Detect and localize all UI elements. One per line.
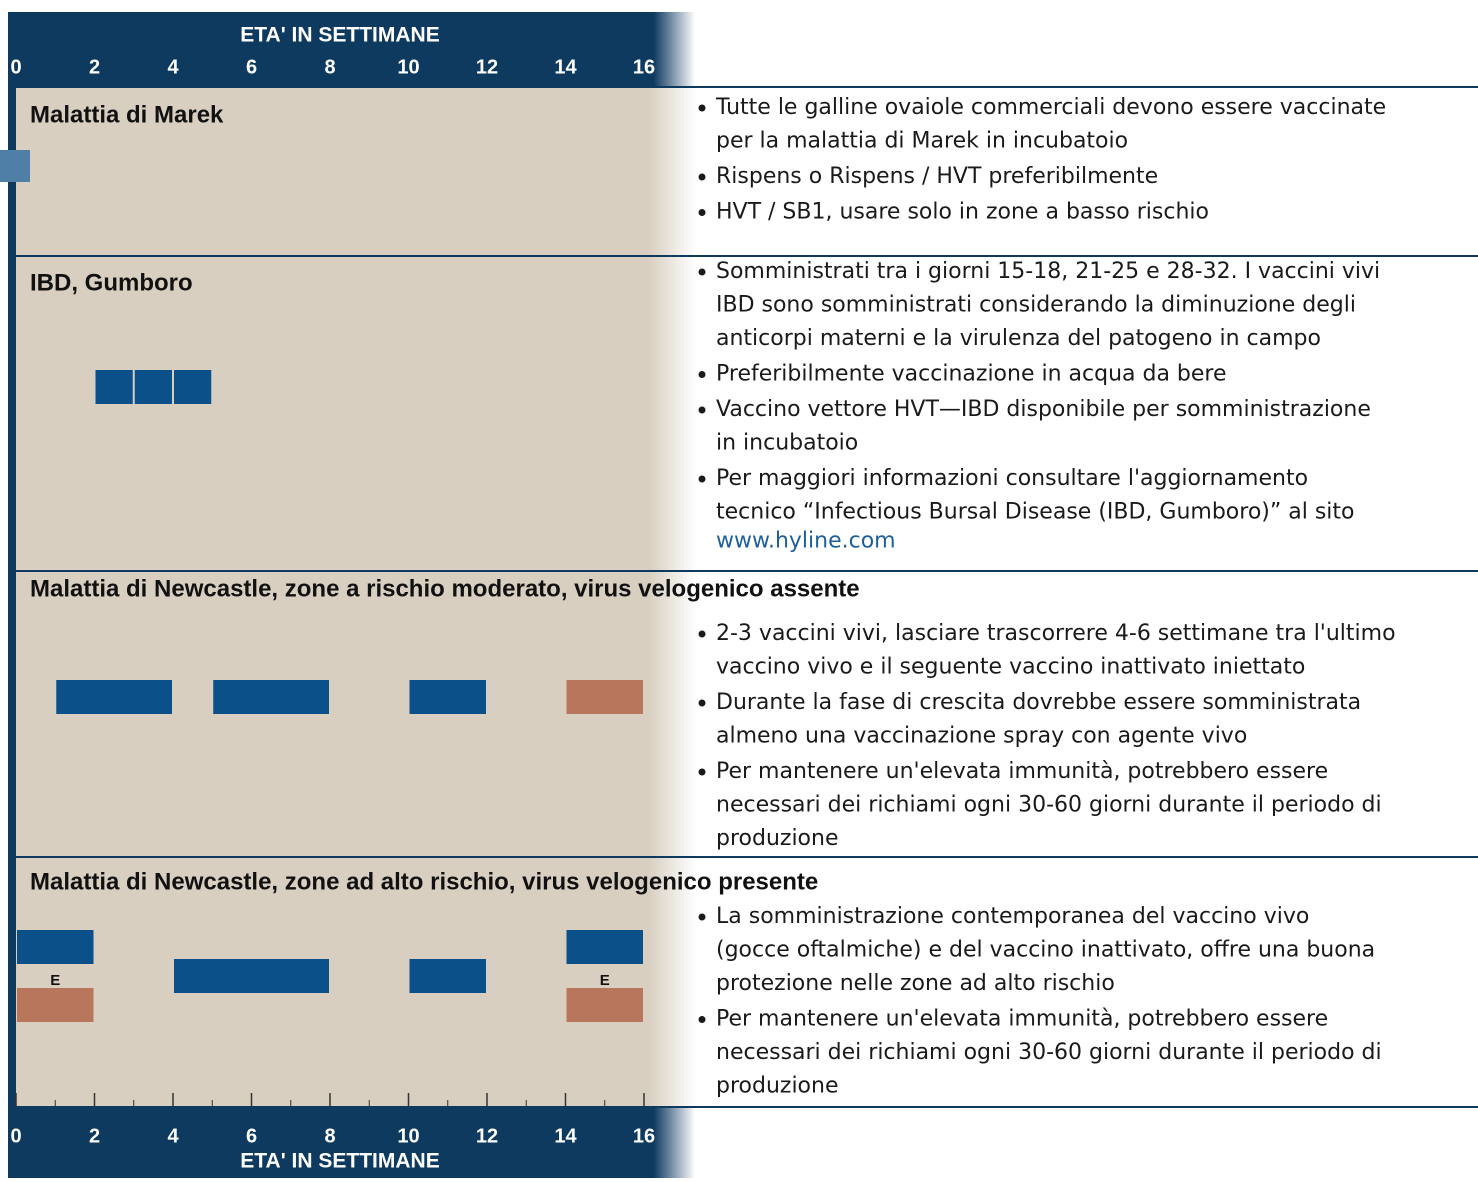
vaccine-bar <box>56 680 172 714</box>
x-tick-label: 4 <box>167 56 179 78</box>
bullet-text: Tutte le galline ovaiole commerciali dev… <box>715 95 1386 120</box>
row-title: IBD, Gumboro <box>30 269 193 296</box>
vaccine-bar <box>213 680 329 714</box>
bullet-text: Per mantenere un'elevata immunità, potre… <box>716 1007 1328 1032</box>
bullet-dot <box>698 104 706 112</box>
vaccine-bar <box>95 370 133 404</box>
x-axis-title: ETA' IN SETTIMANE <box>240 1150 439 1173</box>
bullet-text: vaccino vivo e il seguente vaccino inatt… <box>716 655 1305 680</box>
x-tick-label: 10 <box>397 1125 419 1147</box>
x-axis-title: ETA' IN SETTIMANE <box>240 24 439 47</box>
vaccine-bar <box>566 988 643 1022</box>
bullet-text: 2-3 vaccini vivi, lasciare trascorrere 4… <box>716 621 1396 646</box>
bullet-dot <box>698 630 706 638</box>
bullet-text: in incubatoio <box>716 431 858 456</box>
row-title: Malattia di Marek <box>30 101 224 128</box>
vaccine-bar <box>409 959 486 993</box>
bullet-text: per la malattia di Marek in incubatoio <box>716 129 1128 154</box>
bullet-text: Somministrati tra i giorni 15-18, 21-25 … <box>716 259 1380 284</box>
x-tick-label: 6 <box>246 56 257 78</box>
x-tick-label: 4 <box>167 1125 179 1147</box>
bullet-text: necessari dei richiami ogni 30-60 giorni… <box>716 1040 1382 1065</box>
bullet-text: tecnico “Infectious Bursal Disease (IBD,… <box>716 500 1355 525</box>
x-tick-label: 8 <box>324 56 335 78</box>
bullet-dot <box>698 475 706 483</box>
x-tick-label: 12 <box>476 56 498 78</box>
x-tick-label: 0 <box>10 56 21 78</box>
bullet-dot <box>698 1016 706 1023</box>
bullet-dot <box>698 173 706 181</box>
bullet-text: Durante la fase di crescita dovrebbe ess… <box>716 690 1361 715</box>
vaccine-bar <box>409 680 486 714</box>
x-tick-label: 2 <box>89 1125 100 1147</box>
bullet-text: (gocce oftalmiche) e del vaccino inattiv… <box>716 938 1375 963</box>
bar-label: E <box>50 972 60 989</box>
bullet-text: almeno una vaccinazione spray con agente… <box>716 724 1247 749</box>
bullet-text: anticorpi materni e la virulenza del pat… <box>716 326 1321 351</box>
bullet-text: protezione nelle zone ad alto rischio <box>716 971 1115 996</box>
footer-band <box>8 1108 695 1178</box>
bullet-text: necessari dei richiami ogni 30-60 giorni… <box>716 793 1382 818</box>
bullet-dot <box>698 699 706 707</box>
bar-label: E <box>600 972 610 989</box>
bullet-dot <box>698 913 706 921</box>
bullet-text: Per mantenere un'elevata immunità, potre… <box>716 759 1328 784</box>
header-band <box>8 12 695 88</box>
x-tick-label: 10 <box>397 56 419 78</box>
x-tick-label: 6 <box>246 1125 257 1147</box>
x-tick-label: 8 <box>324 1125 335 1147</box>
bullet-dot <box>698 406 706 414</box>
bullet-text: Vaccino vettore HVT—IBD disponibile per … <box>716 397 1371 422</box>
bullet-text: Per maggiori informazioni consultare l'a… <box>716 466 1308 491</box>
x-tick-label: 16 <box>633 56 655 78</box>
x-tick-label: 16 <box>633 1125 655 1147</box>
link: www.hyline.com <box>716 529 896 554</box>
row-title: Malattia di Newcastle, zone ad alto risc… <box>30 868 818 895</box>
vaccine-bar <box>134 370 172 404</box>
bullet-text: IBD sono somministrati considerando la d… <box>716 293 1356 318</box>
bullet-text: HVT / SB1, usare solo in zone a basso ri… <box>716 200 1209 225</box>
bullet-text: Rispens o Rispens / HVT preferibilmente <box>716 164 1158 189</box>
side-tab <box>0 150 30 182</box>
bullet-text: produzione <box>716 1074 839 1099</box>
bullet-dot <box>698 371 706 378</box>
bullet-text: produzione <box>716 826 839 851</box>
x-tick-label: 0 <box>10 1125 21 1147</box>
vaccine-bar <box>174 370 212 404</box>
x-tick-label: 2 <box>89 56 100 78</box>
vaccine-bar <box>566 680 643 714</box>
row-title: Malattia di Newcastle, zone a rischio mo… <box>30 575 860 602</box>
vaccine-bar <box>566 930 643 964</box>
vaccine-bar <box>17 930 94 964</box>
x-tick-label: 12 <box>476 1125 498 1147</box>
vaccine-bar <box>17 988 94 1022</box>
bullet-dot <box>698 768 706 776</box>
bullet-dot <box>698 268 706 276</box>
bullet-text: Preferibilmente vaccinazione in acqua da… <box>716 362 1227 387</box>
bullet-dot <box>698 209 706 216</box>
left-border <box>8 88 16 1108</box>
bullet-text: La somministrazione contemporanea del va… <box>716 904 1309 929</box>
vaccine-bar <box>174 959 329 993</box>
x-tick-label: 14 <box>554 1125 577 1147</box>
x-tick-label: 14 <box>554 56 577 78</box>
